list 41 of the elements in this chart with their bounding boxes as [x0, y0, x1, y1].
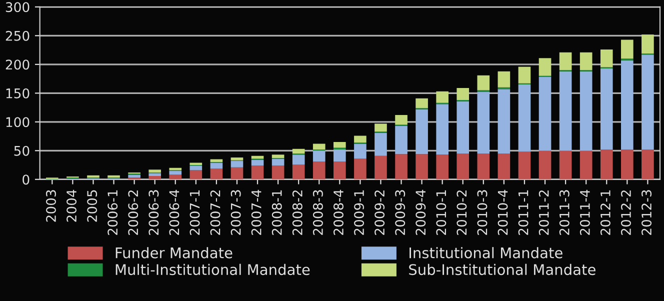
x-tick-label: 2011-1	[518, 190, 528, 235]
x-tick-label: 2007-4	[251, 190, 262, 235]
y-tick-label: 50	[14, 146, 30, 156]
x-tick-label: 2010-4	[498, 190, 508, 235]
x-tick-label: 2010-3	[477, 190, 488, 235]
y-tick-label: 0	[22, 174, 30, 185]
x-tick-label: 2008-2	[292, 190, 302, 235]
x-tick-label: 2006-2	[128, 190, 138, 235]
x-tick-label: 2009-3	[395, 190, 406, 235]
y-tick-label: 200	[6, 60, 30, 70]
x-tick-label: 2009-1	[354, 190, 364, 235]
x-tick-label: 2010-1	[436, 190, 446, 235]
y-tick-label: 300	[6, 2, 30, 12]
x-tick-label: 2003	[46, 190, 56, 222]
y-tick-label: 250	[6, 30, 30, 41]
legend-label: Sub-Institutional Mandate	[409, 264, 596, 276]
legend-label: Institutional Mandate	[410, 247, 562, 258]
x-tick-label: 2012-2	[621, 190, 631, 235]
x-tick-label: 2008-3	[312, 190, 323, 235]
x-tick-label: 2006-4	[169, 190, 180, 235]
x-tick-label: 2012-3	[642, 190, 652, 235]
x-tick-label: 2009-4	[416, 190, 426, 235]
x-tick-label: 2008-4	[334, 190, 344, 235]
y-tick-label: 150	[6, 88, 30, 98]
y-tick-label: 100	[6, 117, 30, 128]
x-tick-label: 2011-4	[580, 190, 590, 235]
x-tick-label: 2007-1	[190, 190, 200, 235]
x-tick-label: 2007-2	[210, 190, 220, 235]
x-tick-label: 2006-1	[108, 190, 118, 235]
x-tick-label: 2012-1	[600, 190, 610, 235]
x-tick-label: 2008-1	[272, 190, 282, 235]
x-tick-label: 2010-2	[456, 190, 467, 235]
x-tick-label: 2005	[87, 190, 98, 222]
x-tick-label: 2007-3	[230, 190, 241, 235]
x-tick-label: 2011-3	[559, 190, 570, 235]
legend-label: Funder Mandate	[116, 247, 232, 258]
x-tick-label: 2004	[66, 190, 77, 222]
legend-label: Multi-Institutional Mandate	[116, 264, 310, 276]
x-tick-label: 2009-2	[374, 190, 385, 235]
x-tick-label: 2011-2	[538, 190, 549, 235]
x-tick-label: 2006-3	[148, 190, 159, 235]
